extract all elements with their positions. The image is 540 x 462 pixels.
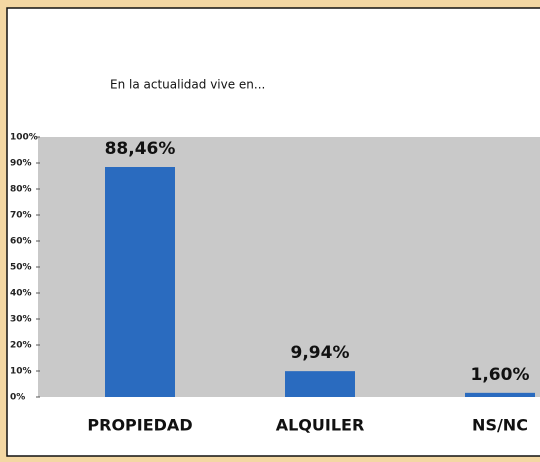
x-tick-label: PROPIEDAD [87,416,192,435]
bar [105,167,175,397]
value-label: 1,60% [471,365,530,385]
y-tick-label: 20% [10,341,32,351]
y-tick-label: 80% [10,185,32,195]
y-tick-label: 40% [10,289,32,299]
y-tick-label: 30% [10,315,32,325]
y-tick-label: 70% [10,211,32,221]
bar [465,392,535,397]
x-tick-label: NS/NC [472,416,528,435]
value-label: 88,46% [105,139,176,159]
x-tick-label: ALQUILER [276,416,365,435]
y-tick-label: 10% [10,367,32,377]
y-tick-label: 50% [10,263,32,273]
y-tick-label: 60% [10,237,32,247]
y-tick-label: 100% [10,133,38,143]
chart-title: En la actualidad vive en... [110,78,265,92]
y-tick-label: 90% [10,159,32,169]
bar [285,371,355,397]
value-label: 9,94% [291,343,350,363]
y-tick-label: 0% [10,393,25,403]
